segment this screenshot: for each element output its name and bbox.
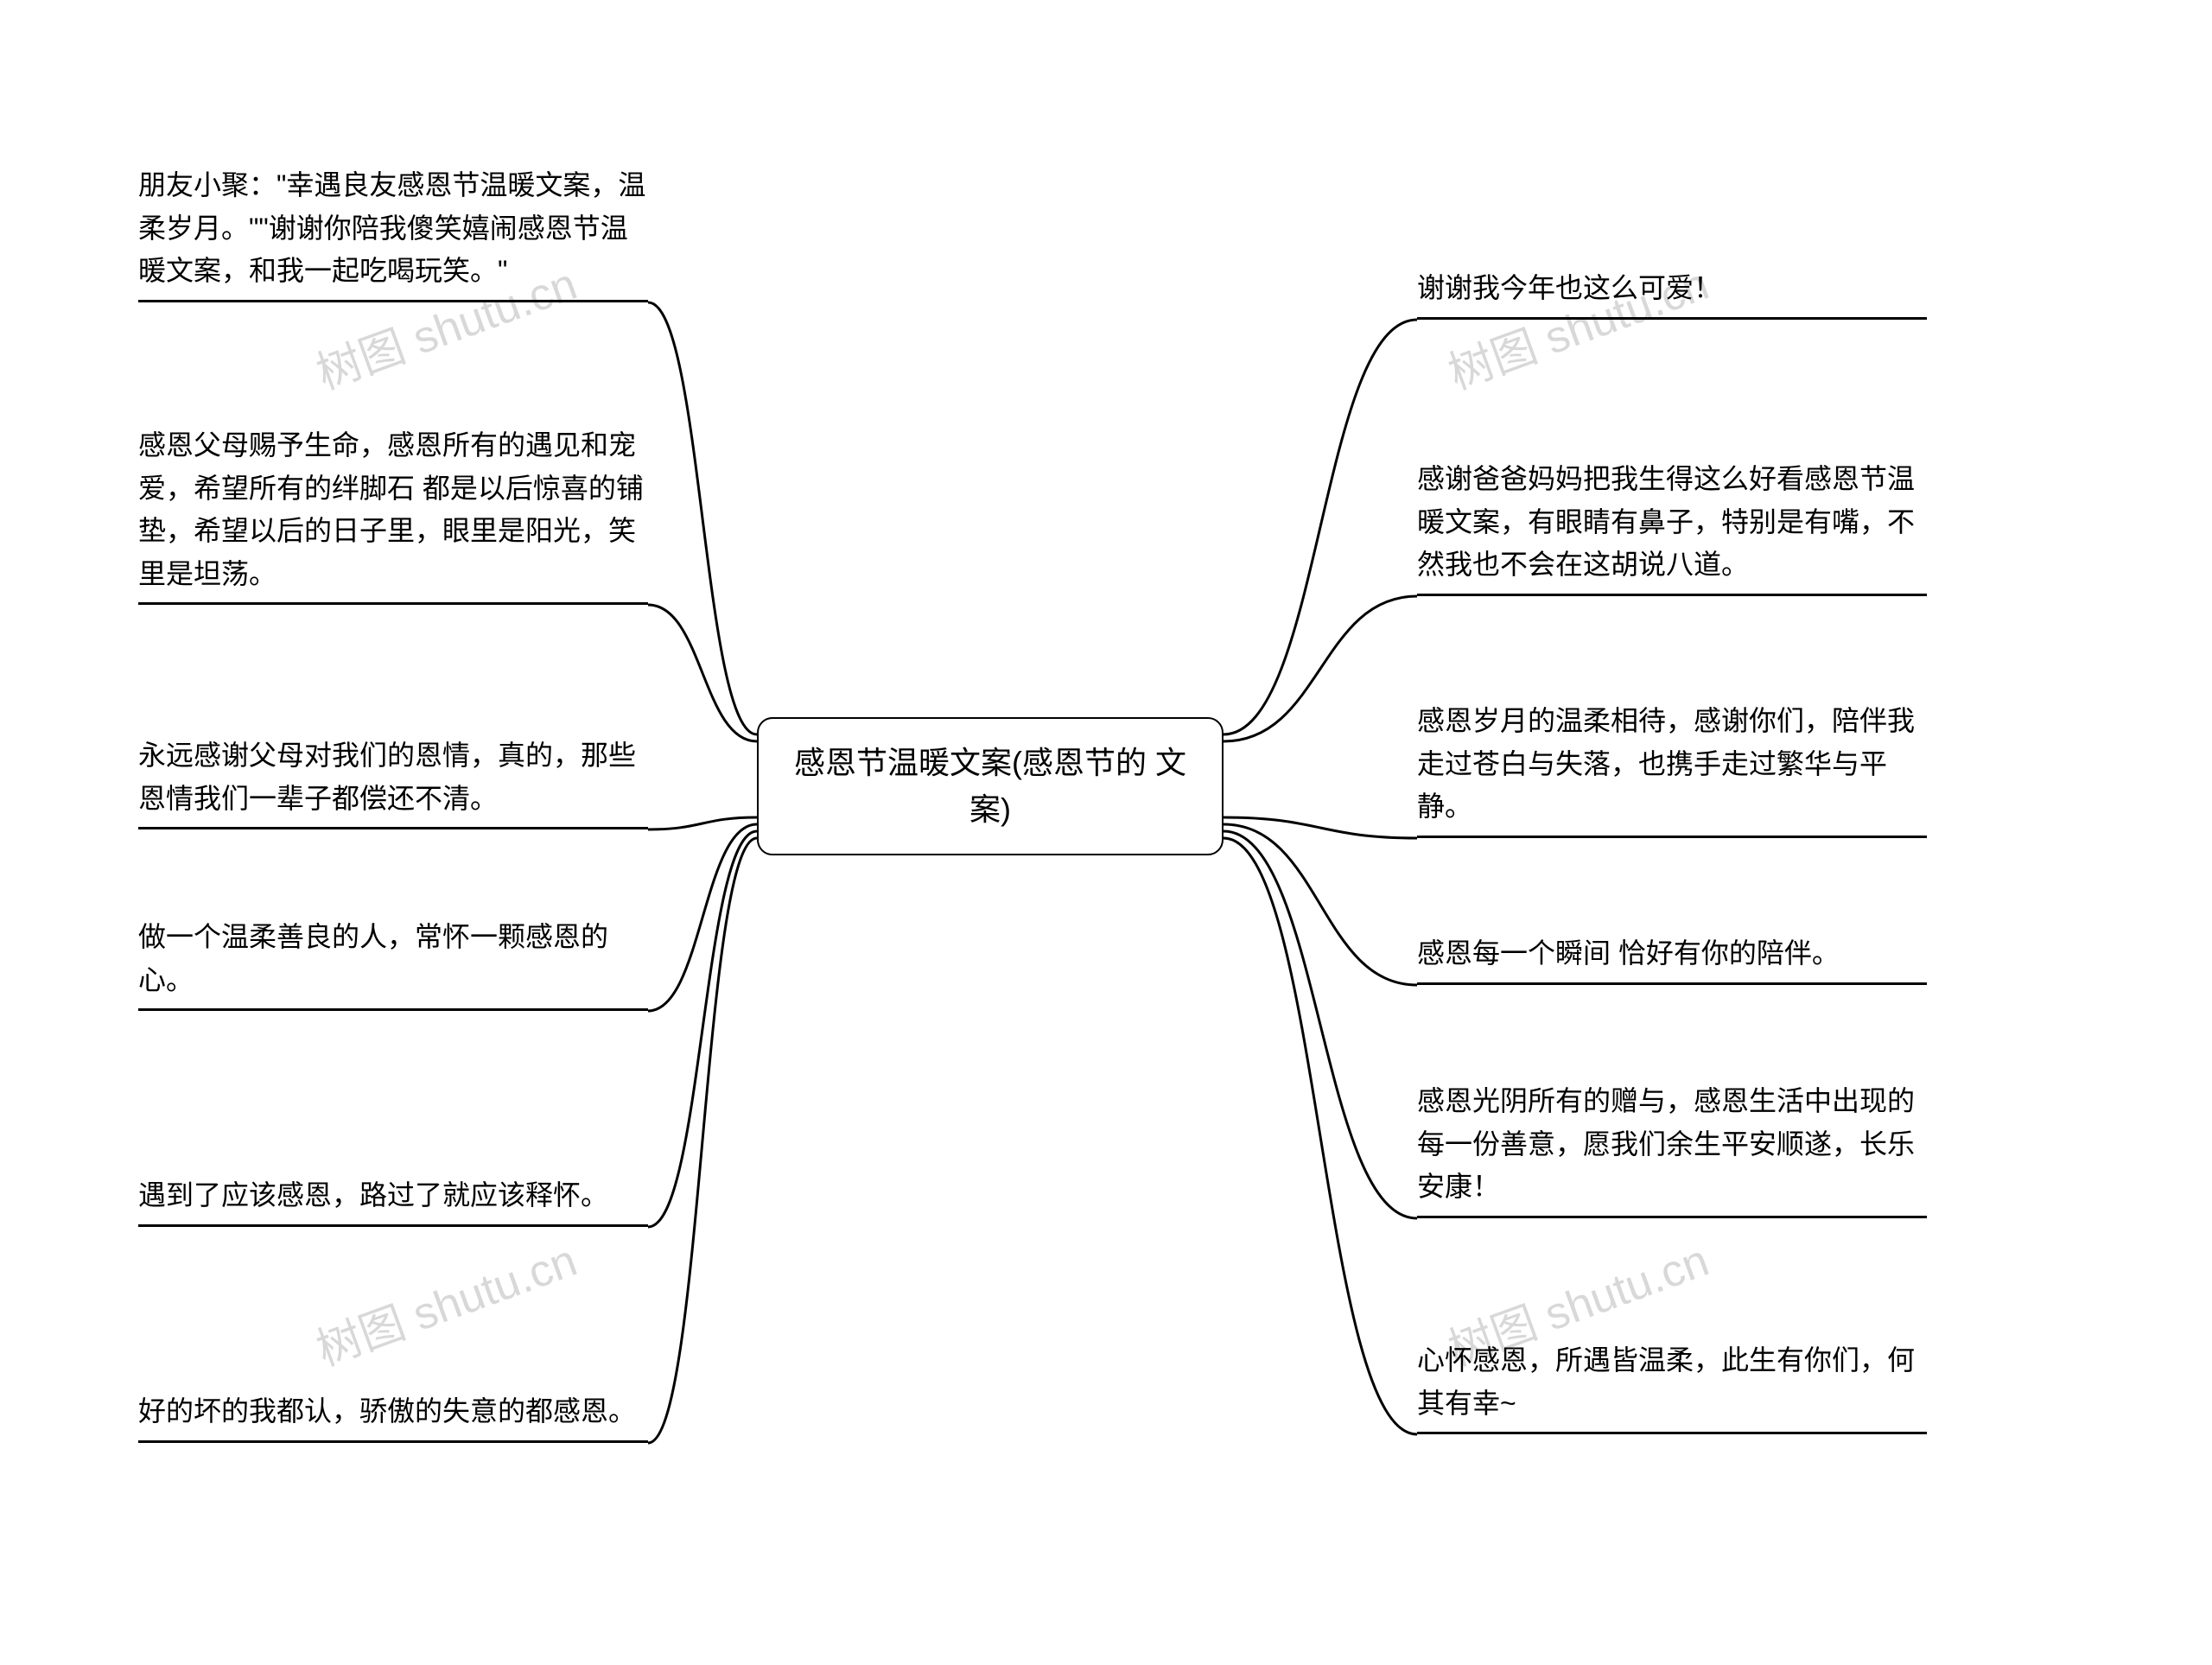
leaf-text: 谢谢我今年也这么可爱！	[1417, 272, 1721, 303]
left-leaf-0: 朋友小聚："幸遇良友感恩节温暖文案，温柔岁月。""谢谢你陪我傻笑嬉闹感恩节温暖文…	[138, 164, 648, 302]
left-leaf-2: 永远感谢父母对我们的恩情，真的，那些恩情我们一辈子都偿还不清。	[138, 734, 648, 829]
leaf-text: 朋友小聚："幸遇良友感恩节温暖文案，温柔岁月。""谢谢你陪我傻笑嬉闹感恩节温暖文…	[138, 169, 645, 286]
watermark-2: 树图 shutu.cn	[306, 1224, 584, 1378]
leaf-text: 感恩光阴所有的赠与，感恩生活中出现的每一份善意，愿我们余生平安顺遂，长乐安康！	[1417, 1085, 1915, 1202]
leaf-text: 好的坏的我都认，骄傲的失意的都感恩。	[138, 1395, 636, 1427]
right-leaf-4: 感恩光阴所有的赠与，感恩生活中出现的每一份善意，愿我们余生平安顺遂，长乐安康！	[1417, 1080, 1927, 1218]
leaf-text: 感谢爸爸妈妈把我生得这么好看感恩节温暖文案，有眼睛有鼻子，特别是有嘴，不然我也不…	[1417, 463, 1915, 580]
center-node: 感恩节温暖文案(感恩节的 文案)	[757, 717, 1224, 855]
left-leaf-5: 好的坏的我都认，骄傲的失意的都感恩。	[138, 1390, 648, 1443]
leaf-text: 永远感谢父母对我们的恩情，真的，那些恩情我们一辈子都偿还不清。	[138, 740, 636, 814]
leaf-text: 感恩每一个瞬间 恰好有你的陪伴。	[1417, 937, 1840, 969]
leaf-text: 心怀感恩，所遇皆温柔，此生有你们，何其有幸~	[1417, 1344, 1915, 1419]
left-leaf-4: 遇到了应该感恩，路过了就应该释怀。	[138, 1174, 648, 1227]
center-label: 感恩节温暖文案(感恩节的 文案)	[785, 740, 1196, 833]
right-leaf-3: 感恩每一个瞬间 恰好有你的陪伴。	[1417, 932, 1927, 985]
leaf-text: 感恩父母赐予生命，感恩所有的遇见和宠爱，希望所有的绊脚石 都是以后惊喜的铺垫，希…	[138, 429, 644, 589]
leaf-text: 遇到了应该感恩，路过了就应该释怀。	[138, 1179, 608, 1211]
leaf-text: 做一个温柔善良的人，常怀一颗感恩的心。	[138, 921, 608, 995]
left-leaf-1: 感恩父母赐予生命，感恩所有的遇见和宠爱，希望所有的绊脚石 都是以后惊喜的铺垫，希…	[138, 424, 648, 605]
right-leaf-0: 谢谢我今年也这么可爱！	[1417, 267, 1927, 320]
right-leaf-2: 感恩岁月的温柔相待，感谢你们，陪伴我走过苍白与失落，也携手走过繁华与平静。	[1417, 700, 1927, 838]
right-leaf-1: 感谢爸爸妈妈把我生得这么好看感恩节温暖文案，有眼睛有鼻子，特别是有嘴，不然我也不…	[1417, 458, 1927, 596]
right-leaf-5: 心怀感恩，所遇皆温柔，此生有你们，何其有幸~	[1417, 1339, 1927, 1434]
leaf-text: 感恩岁月的温柔相待，感谢你们，陪伴我走过苍白与失落，也携手走过繁华与平静。	[1417, 705, 1915, 822]
left-leaf-3: 做一个温柔善良的人，常怀一颗感恩的心。	[138, 916, 648, 1011]
